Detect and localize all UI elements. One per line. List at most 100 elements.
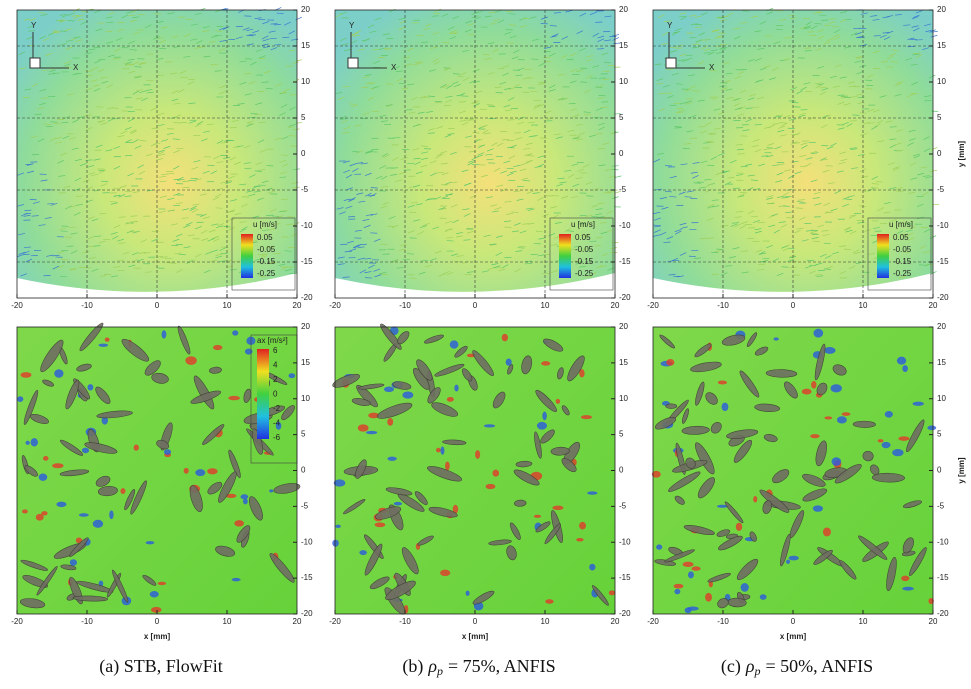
- vector: [599, 222, 607, 224]
- vector: [513, 222, 521, 226]
- vector: [553, 133, 561, 136]
- vector: [261, 81, 269, 83]
- x-tick-label: -10: [81, 301, 93, 310]
- vector: [537, 254, 545, 257]
- vector: [70, 205, 78, 208]
- vector: [905, 229, 913, 233]
- vector: [39, 173, 47, 175]
- vector: [841, 95, 848, 99]
- vector: [714, 249, 722, 253]
- vector: [908, 138, 916, 141]
- vector: [677, 109, 685, 112]
- vector: [662, 84, 670, 88]
- vector: [754, 228, 762, 231]
- hot-spot: [17, 396, 24, 403]
- vector: [459, 120, 467, 122]
- hot-spot: [81, 447, 90, 454]
- hot-spot: [682, 561, 694, 567]
- vector: [658, 14, 665, 19]
- hot-spot: [92, 519, 104, 528]
- vector: [560, 54, 568, 59]
- vector: [920, 166, 928, 169]
- vector: [859, 44, 867, 47]
- x-tick-label: -10: [717, 617, 729, 626]
- hot-spot: [52, 463, 64, 469]
- y-tick-label: -10: [937, 537, 949, 546]
- vector: [857, 221, 865, 224]
- vector: [772, 258, 779, 262]
- vector: [655, 188, 663, 191]
- vector: [684, 100, 692, 104]
- vector: [886, 15, 893, 18]
- hot-spot: [150, 606, 162, 613]
- vector: [782, 192, 790, 196]
- vector: [169, 262, 177, 264]
- vortex-tube: [385, 580, 416, 601]
- vector: [462, 49, 470, 53]
- vector: [820, 158, 828, 161]
- vortex-tube: [902, 500, 922, 509]
- vector: [16, 254, 24, 258]
- vector-field: [335, 10, 615, 298]
- vector: [844, 226, 852, 230]
- vector: [172, 238, 180, 242]
- vector: [48, 73, 56, 75]
- vector: [550, 270, 558, 274]
- vortex-tube: [886, 556, 897, 592]
- vector: [235, 25, 243, 28]
- vector: [487, 42, 495, 45]
- vector: [194, 226, 202, 230]
- vector: [571, 163, 579, 166]
- vortex-tube: [189, 485, 203, 513]
- vector: [436, 153, 444, 156]
- vector: [850, 148, 858, 151]
- vector: [907, 94, 915, 98]
- vector: [157, 151, 165, 155]
- hot-spot: [335, 524, 341, 528]
- vector: [661, 206, 669, 210]
- caption-subscript: p: [753, 664, 760, 678]
- vector: [98, 169, 106, 172]
- vector: [260, 255, 268, 259]
- vector: [481, 129, 489, 134]
- vector: [175, 243, 183, 246]
- vector: [569, 80, 577, 84]
- vector: [508, 155, 516, 160]
- vector: [658, 108, 666, 112]
- vector: [427, 95, 436, 97]
- hot-spot: [161, 330, 167, 339]
- vector: [231, 120, 239, 122]
- vector: [781, 197, 789, 199]
- vector: [289, 106, 296, 111]
- vortex-tube: [144, 360, 161, 376]
- vector: [915, 54, 923, 58]
- vortex-tube: [380, 323, 402, 350]
- vector: [465, 20, 472, 24]
- vector: [913, 155, 921, 159]
- vector: [399, 20, 407, 24]
- vector: [173, 192, 181, 196]
- vector: [239, 228, 247, 233]
- vortex-tube: [218, 471, 237, 503]
- vector: [679, 222, 687, 226]
- vector: [93, 88, 101, 92]
- vector: [856, 56, 864, 60]
- vector: [509, 170, 517, 174]
- vector: [912, 14, 920, 18]
- vortex-tube: [681, 425, 710, 435]
- vector: [572, 183, 580, 187]
- vector: [98, 169, 106, 174]
- vector: [866, 74, 874, 78]
- vector: [75, 158, 82, 162]
- vector: [735, 144, 743, 146]
- hot-spot: [892, 448, 904, 457]
- vector: [669, 175, 677, 179]
- vector: [295, 59, 303, 62]
- vector: [396, 267, 404, 269]
- vortex-tube: [427, 466, 463, 482]
- vector: [513, 190, 521, 193]
- vector: [532, 38, 540, 41]
- hot-spot: [98, 343, 109, 347]
- vector: [158, 153, 166, 157]
